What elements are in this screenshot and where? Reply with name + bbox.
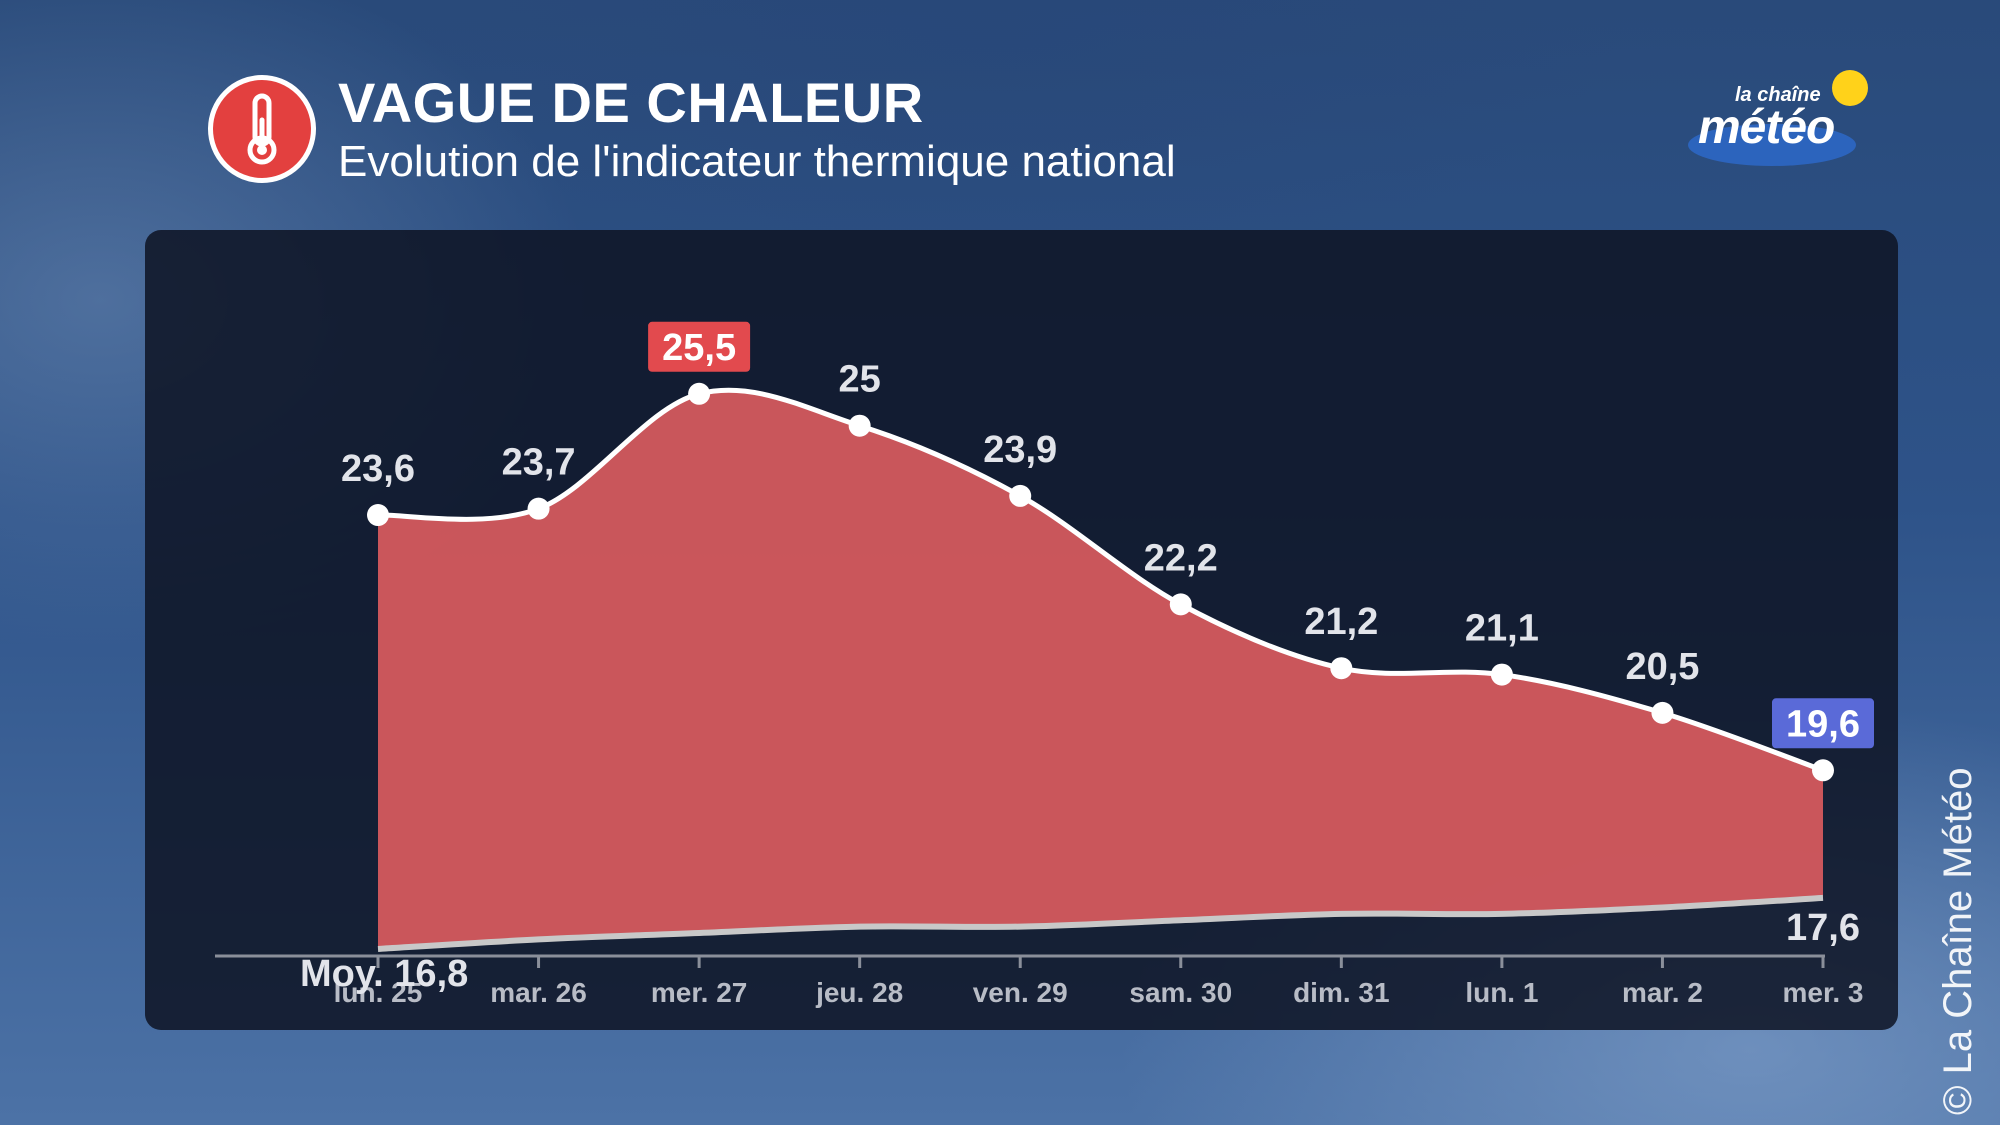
data-point [688,382,711,405]
chart-panel: lun. 25 mar. 26 mer. 27 jeu. 28 ven. 29 sam. … [145,230,1898,1030]
x-tick-label: jeu. 28 [815,977,903,1008]
copyright-text: © La Chaîne Météo [1936,767,1980,1115]
data-point [1009,484,1032,507]
normal-end-label: 17,6 [1786,907,1860,949]
thermal-indicator-chart: lun. 25 mar. 26 mer. 27 jeu. 28 ven. 29 sam. … [215,321,1874,1008]
normal-line [377,894,1824,952]
x-tick-label: mar. 26 [490,977,587,1008]
data-label: 21,2 [1304,601,1378,643]
x-tick-label: lun. 1 [1465,977,1538,1008]
data-label: 23,7 [502,442,576,484]
max-badge [648,321,751,372]
data-point [1330,657,1353,680]
data-label: 19,6 [1786,703,1860,745]
data-point [1651,701,1674,724]
x-tick-label: sam. 30 [1129,977,1232,1008]
x-tick-label: mar. 2 [1622,977,1703,1008]
data-label: 23,9 [983,429,1057,471]
data-label: 25 [839,359,881,401]
temperature-line [377,387,1824,773]
data-label: 21,1 [1465,608,1539,650]
data-point [1169,593,1192,616]
data-point [1812,759,1834,782]
data-point [367,504,389,527]
thermometer-icon [208,75,316,183]
x-tick-label: dim. 31 [1293,977,1389,1008]
page-subtitle: Evolution de l'indicateur thermique nati… [338,137,1176,186]
data-point [527,497,550,520]
x-tick-label: mer. 27 [651,977,748,1008]
sun-icon [1832,70,1868,106]
data-label: 23,6 [341,448,415,490]
logo-swoosh [1688,124,1856,166]
logo-small-text: la chaîne [1735,84,1821,106]
x-tick-label: mer. 3 [1783,977,1864,1008]
la-chaine-meteo-logo: la chaîne météo [1680,62,1880,172]
data-label: 22,2 [1144,537,1218,579]
data-point [1490,663,1513,686]
normal-start-label: Moy. 16,8 [300,953,468,995]
data-label: 25,5 [662,327,736,369]
page-title: VAGUE DE CHALEUR [338,71,924,134]
data-point [848,414,871,437]
temperature-area [378,390,1823,949]
min-badge [1772,698,1874,749]
logo-big-text: météo [1698,101,1835,154]
data-label: 20,5 [1625,646,1699,688]
x-tick-label: ven. 29 [973,977,1068,1008]
x-tick-label: lun. 25 [334,977,423,1008]
